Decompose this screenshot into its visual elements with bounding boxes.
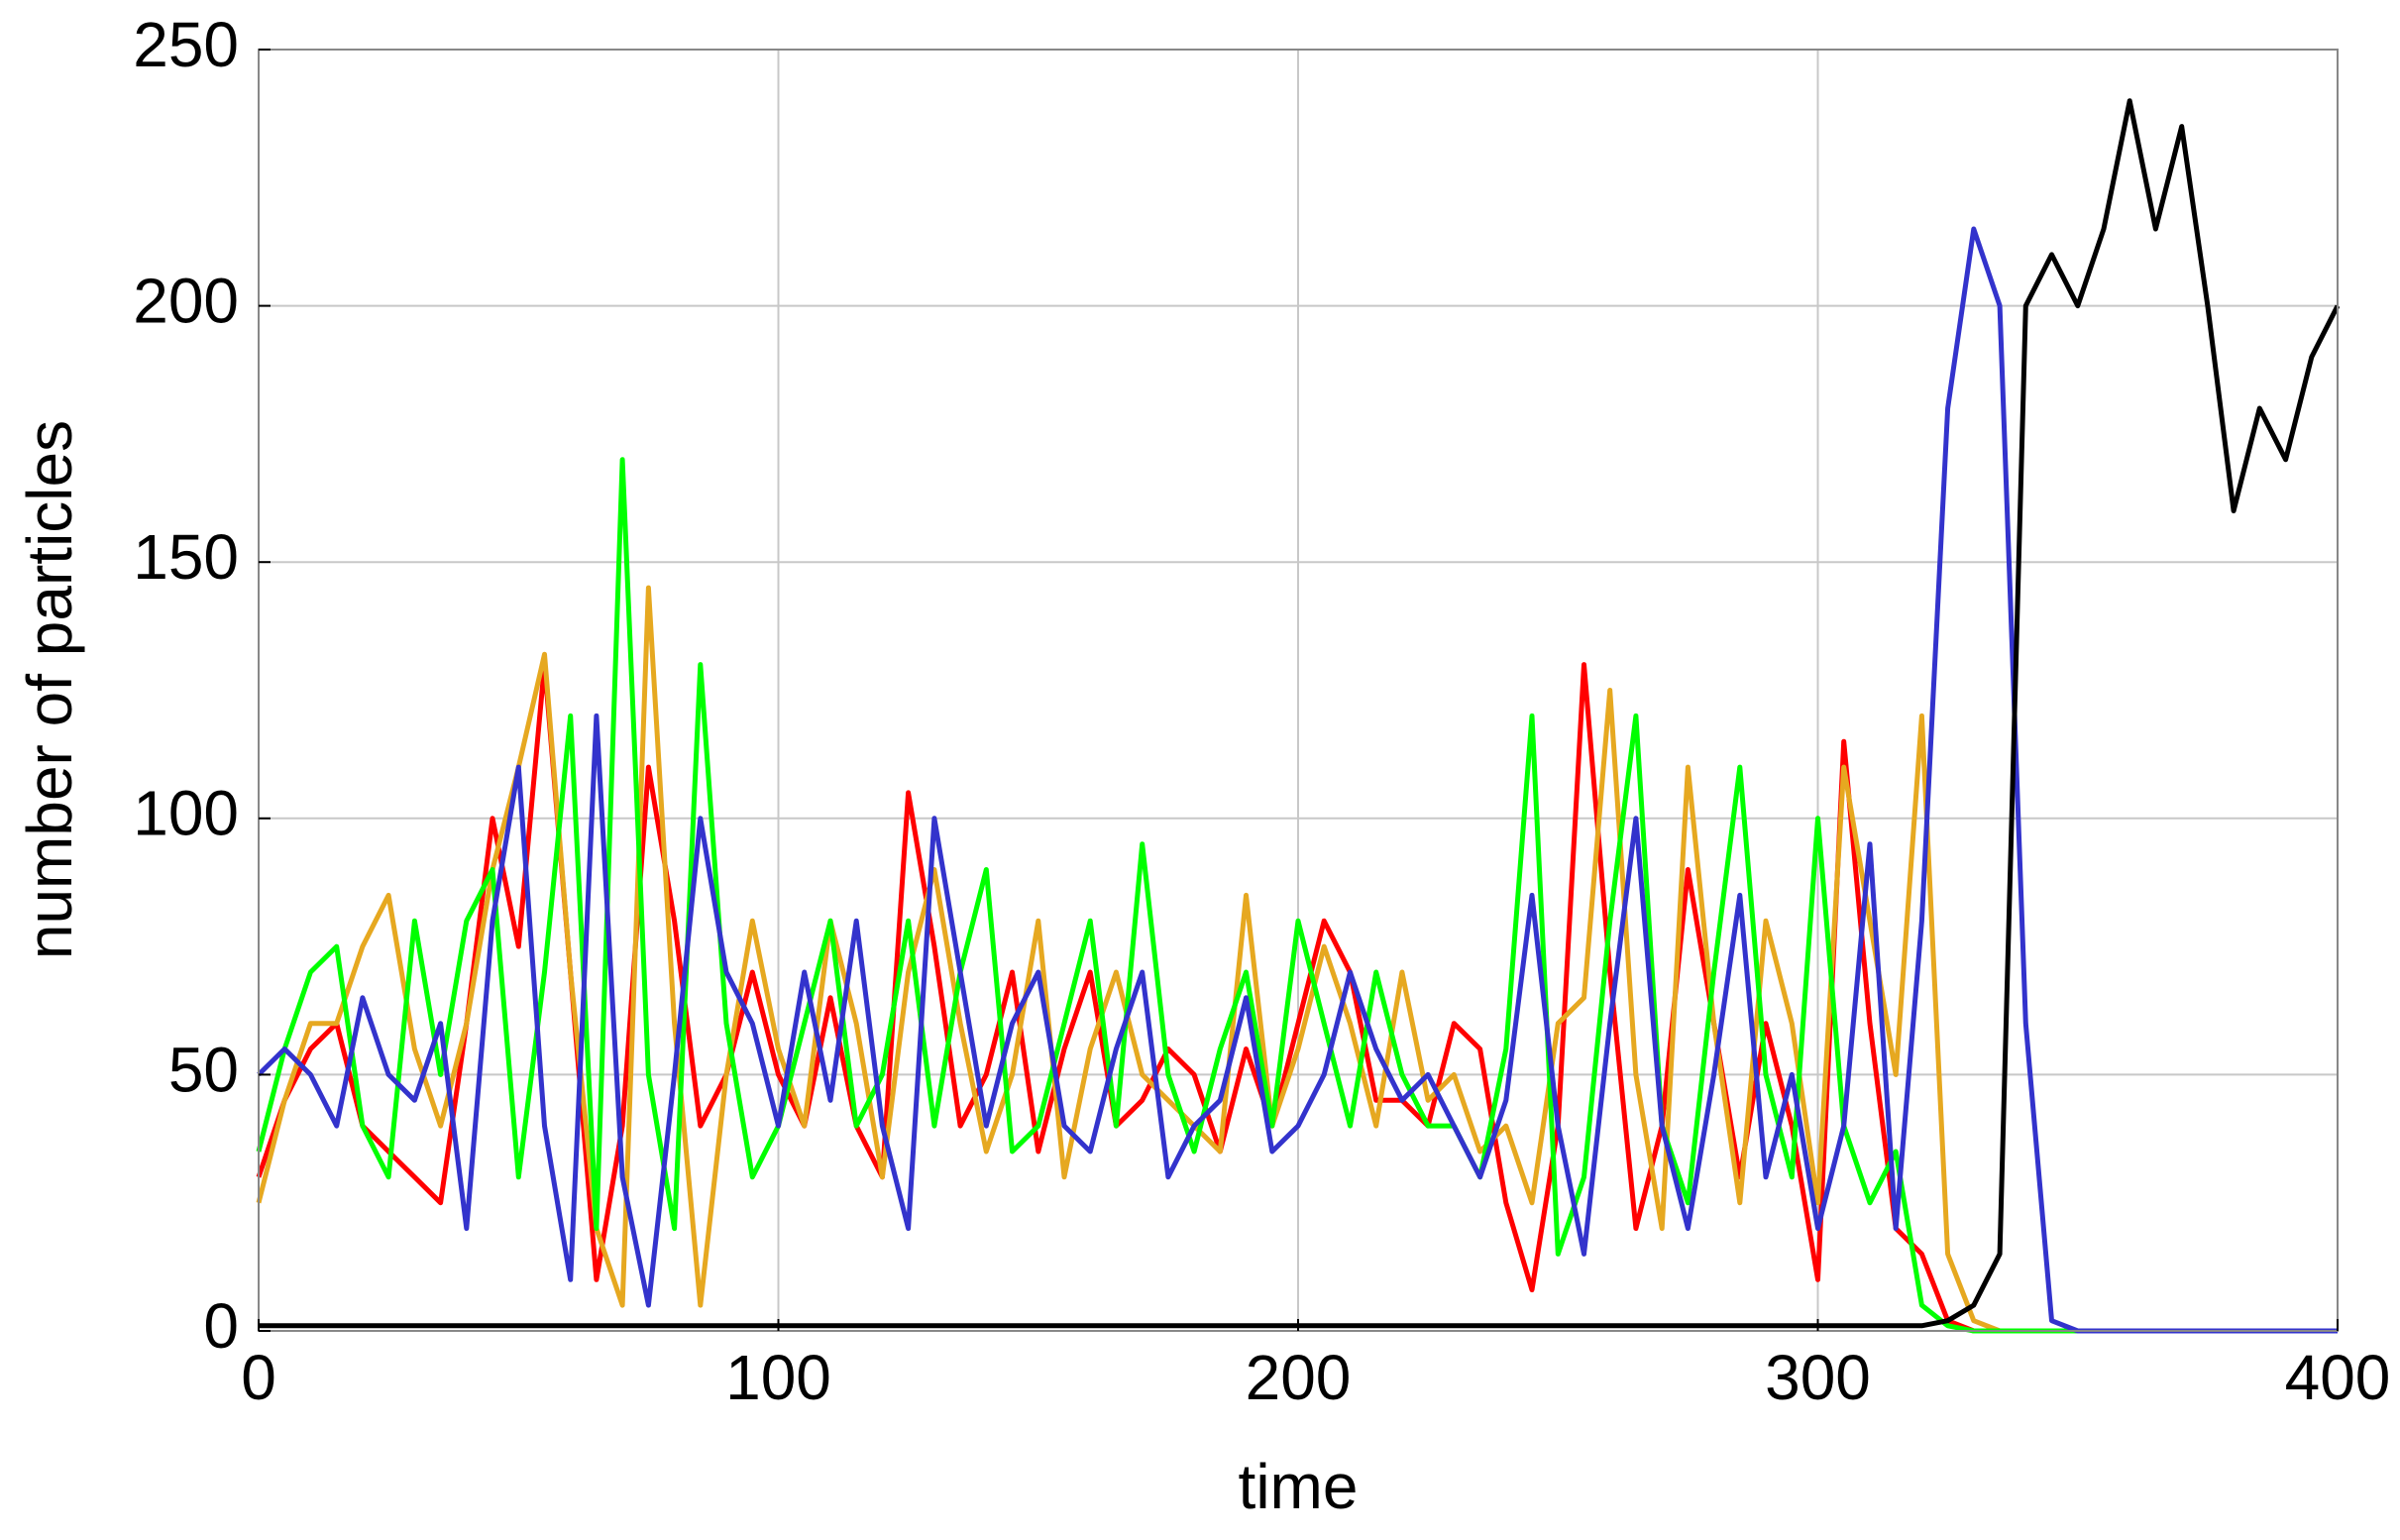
x-tick-label: 200 [1246, 1342, 1352, 1413]
x-tick-label: 300 [1765, 1342, 1871, 1413]
y-tick-label: 0 [203, 1290, 239, 1362]
series-line [256, 585, 2338, 1334]
x-tick-label: 100 [725, 1342, 831, 1413]
y-tick-label: 250 [133, 9, 239, 80]
x-tick-label: 0 [241, 1342, 276, 1413]
y-tick-label: 50 [168, 1034, 239, 1105]
y-axis-label: number of particles [14, 420, 85, 959]
x-axis-label: time [1239, 1451, 1359, 1522]
y-tick-label: 100 [133, 778, 239, 849]
series-line [257, 226, 2338, 1334]
y-tick-label: 150 [133, 521, 239, 593]
x-tick-label: 400 [2285, 1342, 2391, 1413]
y-tick-label: 200 [133, 266, 239, 337]
